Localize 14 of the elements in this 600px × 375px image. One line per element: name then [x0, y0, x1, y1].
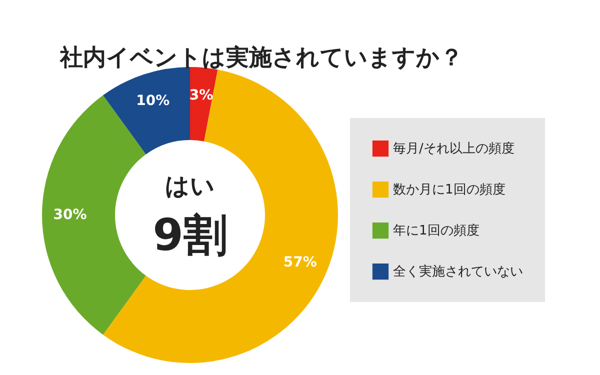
text: はい: [165, 172, 215, 200]
legend-label: 全く実施されていない: [393, 264, 523, 280]
legend-label: 年に1回の頻度: [393, 222, 480, 238]
data-label: 30%: [53, 207, 87, 223]
data-label: 3%: [189, 88, 214, 104]
legend-label: 毎月/それ以上の頻度: [393, 140, 514, 156]
donut-slice: [103, 67, 190, 154]
chart-title: 社内イベントは実施されていますか？: [59, 44, 463, 71]
text: 9割: [152, 210, 228, 261]
legend-label: 数か月に1回の頻度: [393, 182, 506, 198]
donut-slice: [190, 67, 218, 142]
data-label: 10%: [136, 92, 170, 109]
data-label: 57%: [283, 254, 317, 271]
donut-slice: [103, 70, 338, 363]
